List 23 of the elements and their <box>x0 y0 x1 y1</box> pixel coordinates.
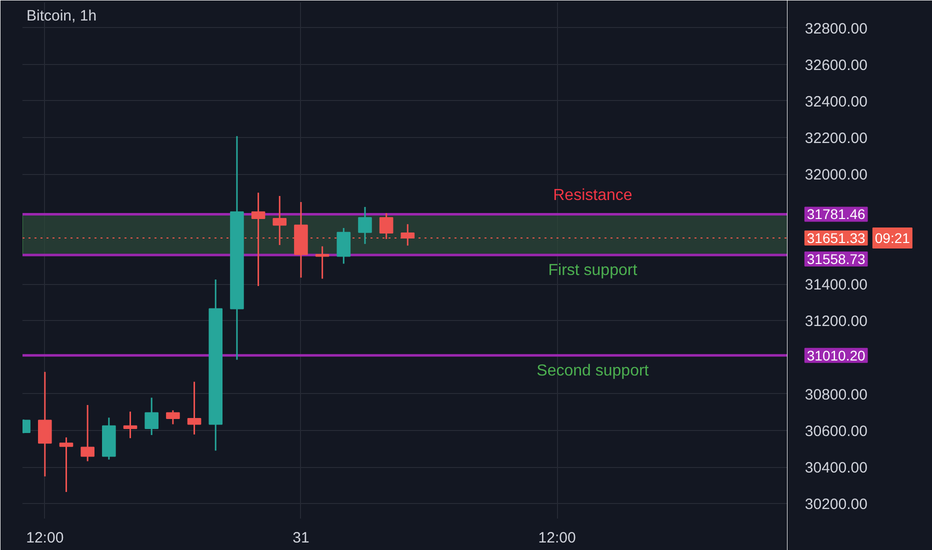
x-tick-label: 12:00 <box>538 530 576 546</box>
annotation: Resistance <box>553 187 632 204</box>
y-tick-label: 32600.00 <box>804 56 868 74</box>
y-tick-label: 32000.00 <box>804 166 868 184</box>
annotation: First support <box>548 262 638 279</box>
y-tick-label: 30400.00 <box>804 460 868 477</box>
annotation: Second support <box>536 362 650 380</box>
y-tick-label: 31400.00 <box>804 276 868 294</box>
ref-line-label: 31010.20 <box>806 347 866 364</box>
x-tick-label: 12:00 <box>26 530 64 546</box>
y-tick-label: 31200.00 <box>804 313 868 330</box>
x-tick-label: 31 <box>292 530 310 546</box>
y-tick-label: 32800.00 <box>804 20 868 38</box>
y-tick-label: 32200.00 <box>804 130 868 148</box>
y-tick-label: 32400.00 <box>804 93 868 110</box>
y-tick-label: 30800.00 <box>804 386 868 404</box>
chart-title: Bitcoin, 1h <box>26 8 97 24</box>
text: 09:21 <box>874 230 910 246</box>
ref-line-label: 31558.73 <box>806 251 866 268</box>
y-tick-label: 30600.00 <box>804 422 868 440</box>
y-tick-label: 30200.00 <box>804 496 868 514</box>
ref-line-label: 31781.46 <box>806 206 866 222</box>
ref-line-label: 31651.33 <box>806 230 866 246</box>
